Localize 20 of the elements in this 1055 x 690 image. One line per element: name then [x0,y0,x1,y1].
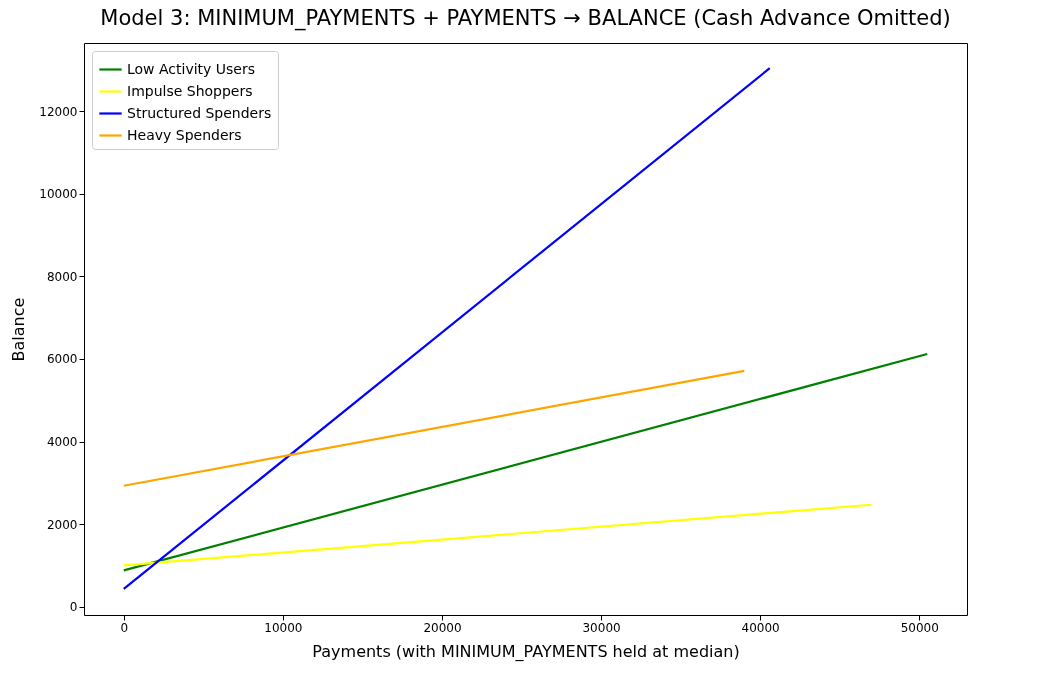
x-tick-label: 0 [120,620,129,635]
y-tick-label: 12000 [39,104,78,119]
legend-label: Low Activity Users [127,60,256,77]
y-tick-label: 6000 [46,352,78,367]
y-tick-label: 2000 [46,517,78,532]
y-tick-label: 0 [69,600,78,615]
y-tick-label: 10000 [39,187,78,202]
y-axis-title: Balance [9,297,29,362]
legend-label: Structured Spenders [127,104,272,121]
x-tick-label: 50000 [900,620,939,635]
x-axis-title: Payments (with MINIMUM_PAYMENTS held at median) [312,641,740,662]
y-tick-label: 4000 [46,435,78,450]
x-tick-label: 20000 [423,620,462,635]
x-tick-label: 30000 [582,620,621,635]
x-tick-label: 40000 [741,620,780,635]
chart-title: Model 3: MINIMUM_PAYMENTS + PAYMENTS → BALANCE (Cash Advance Omitted) [100,6,951,31]
legend-label: Heavy Spenders [127,126,242,143]
y-tick-label: 8000 [46,269,78,284]
legend-label: Impulse Shoppers [127,82,253,99]
x-tick-label: 10000 [264,620,303,635]
